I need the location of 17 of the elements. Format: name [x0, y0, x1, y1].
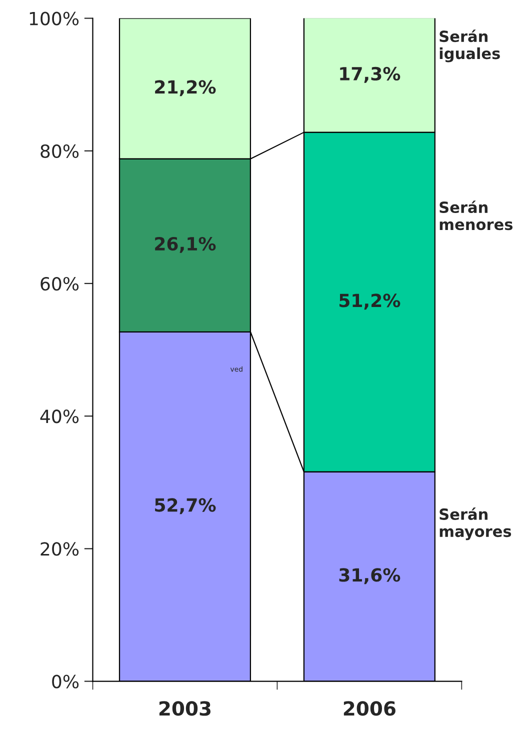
x-tick-label: 2003: [159, 701, 210, 716]
y-tick-label: 60%: [40, 276, 79, 291]
data-label: 17,3%: [340, 66, 400, 83]
y-tick-label: 80%: [40, 144, 79, 158]
series-label: Serán menores: [440, 200, 513, 230]
data-label: 21,2%: [155, 80, 216, 96]
data-label: 52,7%: [155, 498, 216, 514]
y-tick-label: 100%: [30, 12, 79, 26]
x-tick-label: 2006: [344, 701, 396, 716]
series-label: Serán iguales: [440, 30, 500, 62]
series-label: Serán mayores: [440, 508, 512, 540]
data-label: 26,1%: [155, 236, 216, 253]
data-label: 31,6%: [339, 568, 400, 584]
y-tick-label: 40%: [40, 410, 79, 424]
data-label: 51,2%: [340, 294, 400, 310]
y-tick-label: 0%: [52, 674, 79, 688]
y-tick-label: 20%: [40, 542, 79, 556]
